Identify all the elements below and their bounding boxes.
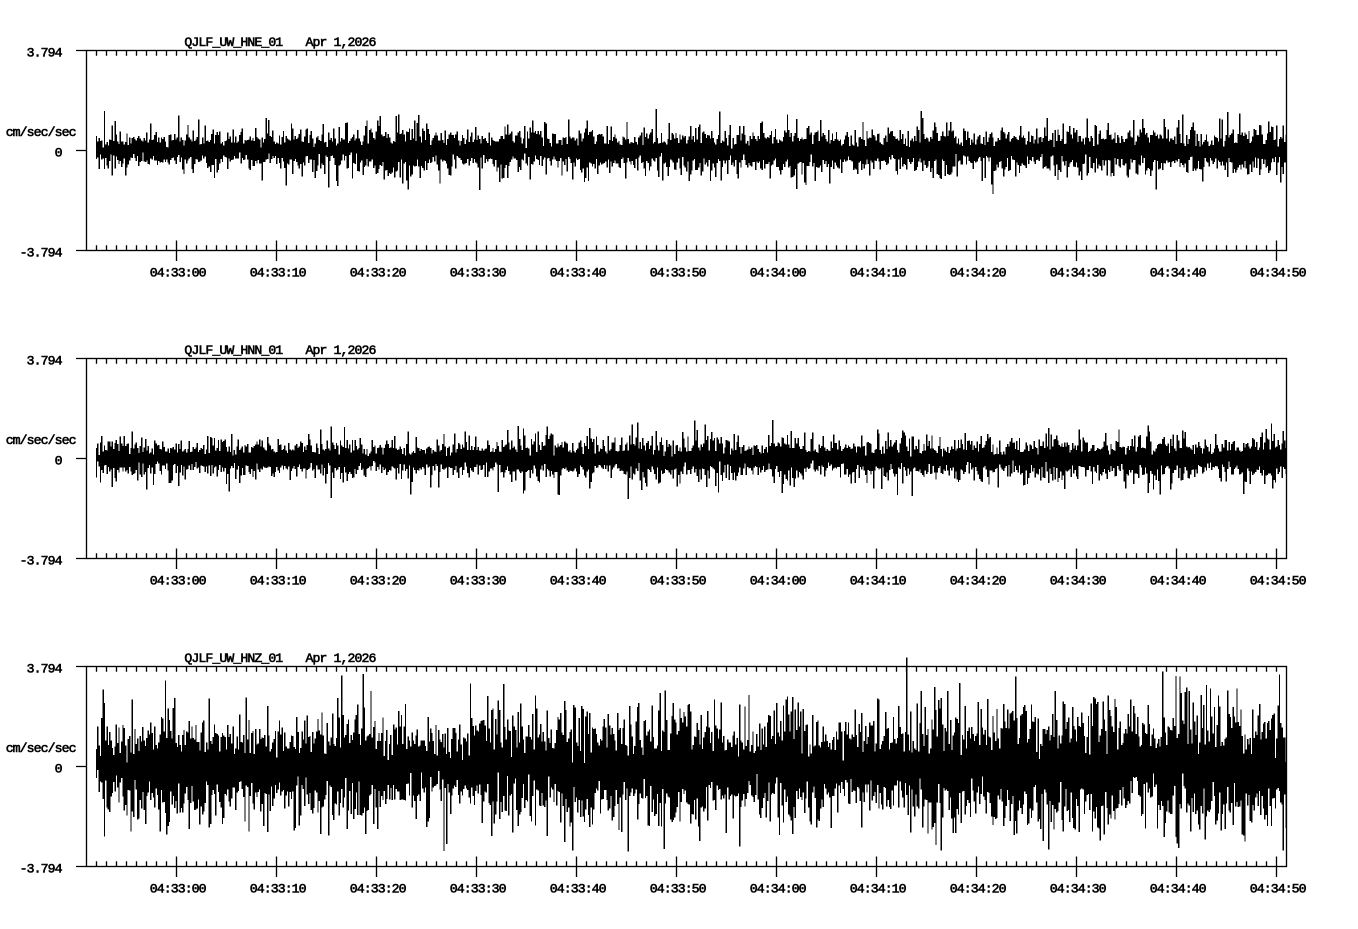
svg-text:04:33:40: 04:33:40 xyxy=(550,573,607,588)
svg-text:04:33:20: 04:33:20 xyxy=(350,265,407,280)
svg-text:04:33:50: 04:33:50 xyxy=(650,573,707,588)
svg-text:04:33:10: 04:33:10 xyxy=(250,265,307,280)
svg-text:04:34:00: 04:34:00 xyxy=(750,881,807,896)
svg-text:04:33:40: 04:33:40 xyxy=(550,265,607,280)
svg-text:3.794: 3.794 xyxy=(27,354,63,369)
svg-text:cm/sec/sec: cm/sec/sec xyxy=(6,433,76,448)
svg-text:cm/sec/sec: cm/sec/sec xyxy=(6,125,76,140)
svg-text:04:34:50: 04:34:50 xyxy=(1250,881,1307,896)
svg-text:3.794: 3.794 xyxy=(27,46,63,61)
svg-text:04:34:40: 04:34:40 xyxy=(1150,881,1207,896)
svg-text:04:33:00: 04:33:00 xyxy=(150,881,207,896)
svg-text:04:33:10: 04:33:10 xyxy=(250,573,307,588)
svg-text:04:34:30: 04:34:30 xyxy=(1050,573,1107,588)
svg-text:04:34:10: 04:34:10 xyxy=(850,573,907,588)
svg-text:04:34:50: 04:34:50 xyxy=(1250,573,1307,588)
svg-text:04:34:20: 04:34:20 xyxy=(950,265,1007,280)
svg-text:QJLF_UW_HNE_01: QJLF_UW_HNE_01 xyxy=(184,35,283,50)
svg-text:04:34:00: 04:34:00 xyxy=(750,265,807,280)
svg-text:0: 0 xyxy=(55,146,63,161)
svg-text:04:33:00: 04:33:00 xyxy=(150,573,207,588)
svg-text:0: 0 xyxy=(55,762,63,777)
svg-text:04:33:50: 04:33:50 xyxy=(650,265,707,280)
svg-text:04:34:40: 04:34:40 xyxy=(1150,573,1207,588)
svg-text:04:34:20: 04:34:20 xyxy=(950,881,1007,896)
svg-text:-3.794: -3.794 xyxy=(20,862,63,877)
svg-text:04:33:30: 04:33:30 xyxy=(450,265,507,280)
svg-text:04:34:40: 04:34:40 xyxy=(1150,265,1207,280)
svg-text:04:33:10: 04:33:10 xyxy=(250,881,307,896)
svg-text:Apr 1,2026: Apr 1,2026 xyxy=(306,651,377,666)
svg-text:04:33:50: 04:33:50 xyxy=(650,881,707,896)
svg-text:cm/sec/sec: cm/sec/sec xyxy=(6,741,76,756)
svg-text:QJLF_UW_HNN_01: QJLF_UW_HNN_01 xyxy=(184,343,283,358)
svg-text:QJLF_UW_HNZ_01: QJLF_UW_HNZ_01 xyxy=(184,651,283,666)
svg-text:04:34:10: 04:34:10 xyxy=(850,881,907,896)
svg-text:04:34:10: 04:34:10 xyxy=(850,265,907,280)
svg-text:Apr 1,2026: Apr 1,2026 xyxy=(306,343,377,358)
svg-text:04:34:20: 04:34:20 xyxy=(950,573,1007,588)
svg-text:04:34:30: 04:34:30 xyxy=(1050,881,1107,896)
svg-text:-3.794: -3.794 xyxy=(20,246,63,261)
svg-text:04:34:30: 04:34:30 xyxy=(1050,265,1107,280)
svg-text:04:33:30: 04:33:30 xyxy=(450,881,507,896)
svg-text:Apr 1,2026: Apr 1,2026 xyxy=(306,35,377,50)
svg-text:04:33:20: 04:33:20 xyxy=(350,573,407,588)
svg-text:04:34:00: 04:34:00 xyxy=(750,573,807,588)
svg-text:04:34:50: 04:34:50 xyxy=(1250,265,1307,280)
svg-text:04:33:30: 04:33:30 xyxy=(450,573,507,588)
svg-text:04:33:40: 04:33:40 xyxy=(550,881,607,896)
svg-text:04:33:00: 04:33:00 xyxy=(150,265,207,280)
svg-text:04:33:20: 04:33:20 xyxy=(350,881,407,896)
svg-text:3.794: 3.794 xyxy=(27,662,63,677)
svg-text:0: 0 xyxy=(55,454,63,469)
svg-text:-3.794: -3.794 xyxy=(20,554,63,569)
